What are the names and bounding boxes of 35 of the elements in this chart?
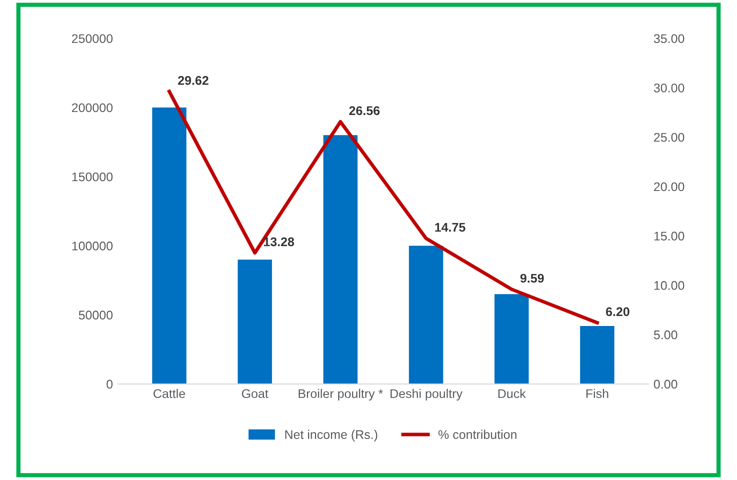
data-label: 14.75 (435, 222, 466, 232)
data-label: 26.56 (349, 106, 380, 116)
x-tick-label: Broiler poultry * (298, 388, 383, 401)
y-tick-label: 50000 (78, 310, 113, 320)
y2-tick-label: 10.00 (654, 281, 684, 290)
x-tick-label: Goat (242, 389, 268, 398)
x-tick-label: Fish (586, 388, 608, 398)
y2-tick-label: 20.00 (654, 182, 684, 192)
data-label: 9.59 (520, 274, 544, 283)
y2-tick-label: 0.00 (654, 380, 678, 389)
bar (152, 108, 186, 384)
legend-label: Net income (Rs.) (285, 430, 378, 442)
bar (408, 246, 444, 384)
y2-tick-label: 15.00 (654, 232, 684, 241)
x-tick-label: Duck (498, 388, 526, 398)
y-tick-label: 100000 (72, 242, 113, 250)
bar (494, 294, 529, 384)
y2-tick-label: 25.00 (654, 132, 684, 142)
bar (580, 326, 614, 384)
bar (323, 135, 358, 384)
y-tick-label: 200000 (72, 103, 113, 112)
y-tick-label: 0 (106, 380, 113, 389)
y2-tick-label: 30.00 (654, 84, 684, 92)
data-label: 29.62 (178, 76, 208, 85)
x-tick-label: Deshi poultry (390, 388, 462, 401)
y-tick-label: 150000 (72, 172, 113, 182)
x-tick-label: Cattle (154, 388, 186, 398)
bar (238, 260, 272, 384)
data-label: 13.28 (264, 237, 294, 246)
y2-tick-label: 35.00 (654, 34, 684, 44)
y-tick-label: 250000 (72, 34, 113, 44)
data-label: 6.20 (606, 307, 630, 316)
legend-label: % contribution (438, 430, 516, 439)
line-series (168, 90, 599, 325)
y2-tick-label: 5.00 (654, 330, 678, 340)
